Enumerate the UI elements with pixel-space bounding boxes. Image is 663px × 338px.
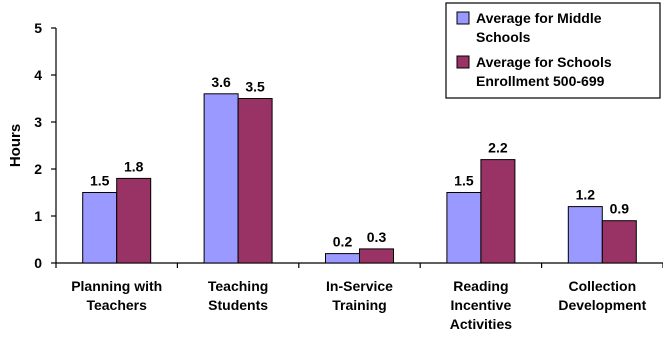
x-category-label: Teaching Students — [208, 278, 268, 313]
legend-label-line: Schools — [476, 29, 531, 45]
x-category-line: Activities — [450, 316, 512, 332]
data-label: 2.2 — [488, 140, 508, 156]
y-axis-title: Hours — [7, 124, 24, 167]
data-label: 0.3 — [367, 229, 387, 245]
x-category-line: Incentive — [451, 297, 512, 313]
x-category-line: Collection — [568, 278, 636, 294]
bar-series-1 — [326, 254, 360, 263]
data-label: 3.5 — [245, 79, 265, 95]
x-category-line: Development — [558, 297, 646, 313]
x-category-label: Reading Incentive Activities — [450, 278, 512, 332]
x-category-line: Reading — [453, 278, 508, 294]
y-tick-label: 3 — [34, 114, 42, 130]
data-label: 3.6 — [211, 74, 231, 90]
y-tick-label: 1 — [34, 208, 42, 224]
x-category-line: Students — [208, 297, 268, 313]
x-category-line: Planning with — [71, 278, 162, 294]
y-tick-label: 0 — [34, 255, 42, 271]
legend-label-line: Enrollment 500-699 — [476, 73, 605, 89]
x-category-label: In-Service Training — [326, 278, 393, 313]
data-label: 1.2 — [576, 187, 596, 203]
data-label: 1.5 — [454, 173, 474, 189]
bar-series-1 — [447, 193, 481, 264]
bar-series-2 — [602, 221, 636, 263]
data-label: 0.2 — [333, 234, 353, 250]
x-category-line: In-Service — [326, 278, 393, 294]
y-tick-label: 4 — [34, 67, 42, 83]
data-label: 0.9 — [610, 201, 630, 217]
legend-label-line: Average for Middle — [476, 10, 602, 26]
bar-series-2 — [238, 99, 272, 264]
y-tick-label: 2 — [34, 161, 42, 177]
x-category-label: Collection Development — [558, 278, 646, 313]
data-label: 1.5 — [90, 173, 110, 189]
x-category-line: Training — [332, 297, 386, 313]
bar-series-1 — [568, 207, 602, 263]
legend-label-line: Average for Schools — [476, 54, 612, 70]
bar-series-2 — [117, 178, 151, 263]
legend-swatch-series-1 — [457, 12, 469, 24]
bar-series-1 — [83, 193, 117, 264]
bar-series-1 — [204, 94, 238, 263]
data-label: 1.8 — [124, 158, 144, 174]
x-category-line: Teaching — [208, 278, 268, 294]
x-category-label: Planning with Teachers — [71, 278, 162, 313]
bar-series-2 — [481, 160, 515, 263]
bar-series-2 — [360, 249, 394, 263]
x-category-line: Teachers — [86, 297, 147, 313]
y-tick-label: 5 — [34, 20, 42, 36]
legend-swatch-series-2 — [457, 56, 469, 68]
